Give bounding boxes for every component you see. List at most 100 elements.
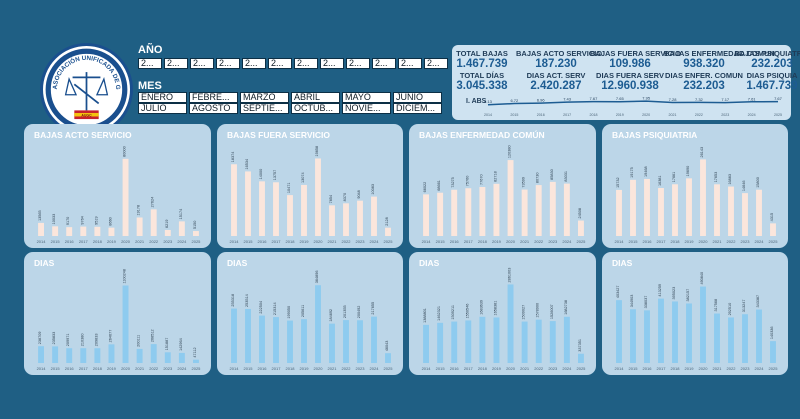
kpi-row1-1-label: BAJAS ACTO SERVICIO	[516, 49, 603, 58]
bar-value-label: 24508	[578, 208, 582, 219]
month-chip-3[interactable]: OCTUB...	[291, 103, 340, 114]
bar	[136, 217, 143, 236]
kpi-panel	[452, 45, 791, 120]
x-tick-label: 2018	[93, 366, 103, 371]
bar	[108, 227, 115, 236]
bar-value-label: 10083	[371, 184, 375, 195]
chart-title: BAJAS FUERA SERVICIO	[227, 130, 330, 140]
kpi-row2-1-label: DIAS ACT. SERV	[526, 71, 586, 80]
bar	[343, 203, 349, 236]
bar-value-label: 4315	[770, 213, 774, 221]
abs-value-label: 7.67	[774, 96, 783, 101]
bar-value-label: 9764	[80, 216, 84, 224]
bar-value-label: 19468	[644, 166, 648, 177]
bar	[301, 184, 307, 236]
x-tick-label: 2019	[492, 366, 502, 371]
year-chip-5[interactable]: 2...	[268, 58, 292, 69]
bar-value-label: 268512	[151, 329, 155, 342]
year-chip-6[interactable]: 2...	[294, 58, 318, 69]
x-tick-label: 2019	[300, 239, 310, 244]
x-tick-label: 2014	[37, 239, 47, 244]
x-tick-label: 2023	[741, 366, 751, 371]
bar	[122, 285, 129, 363]
x-tick-label: 2024	[755, 239, 765, 244]
abs-year-label: 2023	[721, 113, 729, 117]
year-chip-11[interactable]: 2...	[424, 58, 448, 69]
x-tick-label: 2015	[629, 239, 639, 244]
x-tick-label: 2019	[107, 239, 117, 244]
month-chip-2[interactable]: SEPTIE...	[240, 103, 289, 114]
bar	[658, 298, 664, 363]
svg-text:AUGC: AUGC	[81, 113, 92, 117]
x-tick-label: 2025	[769, 239, 779, 244]
year-chip-7[interactable]: 2...	[320, 58, 344, 69]
month-chip-3[interactable]: ABRIL	[291, 92, 340, 103]
x-tick-label: 2023	[548, 239, 558, 244]
year-chip-0[interactable]: 2...	[138, 58, 162, 69]
x-tick-label: 2021	[520, 239, 530, 244]
bar	[38, 346, 44, 363]
year-chip-2[interactable]: 2...	[190, 58, 214, 69]
x-tick-label: 2017	[464, 239, 474, 244]
month-slicer-title: MES	[138, 80, 162, 92]
kpi-row2-4: DIAS PSIQUIA 1.467.739	[732, 71, 800, 92]
bar	[38, 222, 44, 236]
bar	[66, 348, 73, 363]
chart-title: DIAS	[612, 258, 633, 268]
bar-chart: 255318 2014 253514 2015 222504 2016 215314 2017…	[230, 271, 394, 371]
bar-value-label: 255318	[231, 294, 235, 307]
x-tick-label: 2023	[163, 366, 173, 371]
x-tick-label: 2025	[577, 366, 587, 371]
month-chip-5[interactable]: JUNIO	[393, 92, 442, 103]
month-chip-0[interactable]: ENERO	[138, 92, 187, 103]
bar-value-label: 13565	[38, 210, 42, 221]
x-tick-label: 2024	[562, 239, 572, 244]
x-tick-label: 2025	[384, 366, 394, 371]
bar	[644, 178, 650, 236]
year-chip-4[interactable]: 2...	[242, 58, 266, 69]
kpi-row2-1: DIAS ACT. SERV 2.420.287	[516, 71, 596, 92]
bar-value-label: 83031	[564, 171, 568, 182]
bar-value-label: 205611	[301, 305, 305, 317]
month-chip-5[interactable]: DICIEM...	[393, 103, 442, 114]
x-tick-label: 2018	[478, 366, 488, 371]
bar	[80, 348, 87, 363]
bar	[658, 188, 664, 236]
bar	[535, 319, 542, 363]
month-chip-4[interactable]: MAYO	[342, 92, 391, 103]
year-chip-9[interactable]: 2...	[372, 58, 396, 69]
bar-value-label: 403427	[616, 285, 620, 298]
bar	[273, 182, 279, 236]
kpi-row1-1: BAJAS ACTO SERVICIO 187.230	[516, 49, 603, 70]
month-chip-2[interactable]: MARZO	[240, 92, 289, 103]
month-chip-1[interactable]: FEBRE...	[189, 92, 238, 103]
bar-value-label: 66022	[423, 182, 427, 193]
bar-value-label: 19690	[686, 166, 690, 177]
x-tick-label: 2016	[258, 366, 268, 371]
kpi-row1-0-value: 1.467.739	[456, 58, 508, 70]
bar	[385, 353, 391, 363]
bar	[507, 160, 514, 236]
year-chip-10[interactable]: 2...	[398, 58, 422, 69]
x-tick-label: 2017	[272, 239, 282, 244]
month-chip-0[interactable]: JULIO	[138, 103, 187, 114]
bar-value-label: 1100248	[123, 269, 127, 284]
bar	[451, 321, 458, 363]
bar	[578, 220, 584, 236]
augc-logo: ASOCIACIÓN UNIFICADA DE GUARDIAS CIVILES…	[40, 41, 133, 136]
year-chip-1[interactable]: 2...	[164, 58, 188, 69]
year-chip-3[interactable]: 2...	[216, 58, 240, 69]
month-chip-1[interactable]: AGOSTO	[189, 103, 238, 114]
year-chip-8[interactable]: 2...	[346, 58, 370, 69]
x-tick-label: 2022	[727, 239, 737, 244]
bar-value-label: 26143	[700, 147, 704, 158]
bar-value-label: 140336	[770, 326, 774, 339]
x-tick-label: 2024	[370, 366, 380, 371]
kpi-row1-3: BAJAS ENFERMEDAD COMUN 938.320	[664, 49, 775, 70]
x-tick-label: 2019	[685, 366, 695, 371]
x-tick-label: 2018	[286, 239, 296, 244]
bar-value-label: 382157	[686, 289, 690, 302]
month-chip-4[interactable]: NOVIE...	[342, 103, 391, 114]
chart-title: BAJAS PSIQUIATRIA	[612, 130, 698, 140]
x-tick-label: 2025	[192, 239, 202, 244]
